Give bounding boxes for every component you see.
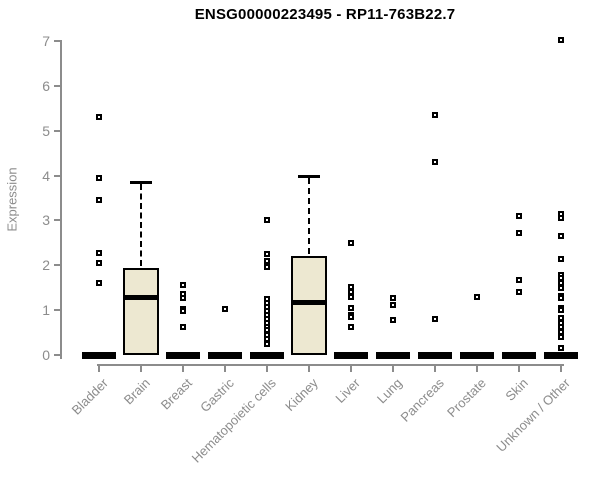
- outlier-point: [96, 114, 102, 120]
- outlier-point: [348, 240, 354, 246]
- y-axis-tick-label: 3: [42, 212, 50, 228]
- box: [123, 268, 159, 355]
- collapsed-box-bar: [82, 352, 116, 359]
- outlier-point: [558, 295, 564, 301]
- whisker-cap: [298, 175, 320, 178]
- whisker-line: [140, 184, 142, 266]
- outlier-point: [96, 250, 102, 256]
- y-axis-tick-label: 1: [42, 302, 50, 318]
- x-axis-tick: [560, 366, 562, 372]
- outlier-point: [516, 230, 522, 236]
- outlier-point: [348, 324, 354, 330]
- outlier-point: [516, 277, 522, 283]
- collapsed-box-bar: [208, 352, 242, 359]
- outlier-point: [558, 215, 564, 221]
- outlier-point: [390, 295, 396, 301]
- y-axis-label: Expression: [4, 167, 20, 232]
- outlier-point: [264, 251, 270, 257]
- y-axis-line: [60, 40, 62, 359]
- outlier-point: [390, 317, 396, 323]
- outlier-point: [558, 37, 564, 43]
- x-axis-tick: [182, 366, 184, 372]
- outlier-point: [348, 294, 354, 300]
- outlier-point: [180, 308, 186, 314]
- outlier-point: [348, 305, 354, 311]
- x-axis-tick: [392, 366, 394, 372]
- y-axis-tick-label: 5: [42, 123, 50, 139]
- outlier-point: [558, 285, 564, 291]
- collapsed-box-bar: [376, 352, 410, 359]
- y-axis-tick: [54, 354, 60, 356]
- outlier-point: [390, 302, 396, 308]
- outlier-point: [96, 197, 102, 203]
- whisker-cap: [130, 181, 152, 184]
- median-line: [123, 295, 159, 300]
- outlier-point: [558, 307, 564, 313]
- outlier-point: [474, 294, 480, 300]
- outlier-point: [348, 314, 354, 320]
- outlier-point: [264, 264, 270, 270]
- x-axis-tick: [518, 366, 520, 372]
- collapsed-box-bar: [502, 352, 536, 359]
- x-axis-tick: [140, 366, 142, 372]
- x-axis-line: [97, 364, 564, 366]
- outlier-point: [432, 159, 438, 165]
- outlier-point: [96, 280, 102, 286]
- outlier-point: [432, 316, 438, 322]
- collapsed-box-bar: [334, 352, 368, 359]
- box: [291, 256, 327, 355]
- outlier-point: [264, 217, 270, 223]
- outlier-point: [516, 289, 522, 295]
- outlier-point: [180, 295, 186, 301]
- x-axis-tick: [476, 366, 478, 372]
- y-axis-tick-label: 0: [42, 347, 50, 363]
- collapsed-box-bar: [544, 352, 578, 359]
- whisker-line: [308, 178, 310, 254]
- y-axis-tick: [54, 264, 60, 266]
- outlier-point: [180, 282, 186, 288]
- y-axis-tick: [54, 130, 60, 132]
- y-axis-tick: [54, 175, 60, 177]
- x-axis-tick: [224, 366, 226, 372]
- x-axis-tick: [98, 366, 100, 372]
- outlier-point: [222, 306, 228, 312]
- x-axis-tick: [434, 366, 436, 372]
- outlier-point: [96, 175, 102, 181]
- outlier-point: [264, 258, 270, 264]
- y-axis-tick: [54, 219, 60, 221]
- y-axis-tick-label: 7: [42, 33, 50, 49]
- outlier-point: [96, 260, 102, 266]
- median-line: [291, 300, 327, 305]
- x-axis-tick: [350, 366, 352, 372]
- outlier-point: [558, 334, 564, 340]
- y-axis-tick-label: 4: [42, 168, 50, 184]
- outlier-point: [558, 233, 564, 239]
- y-axis-tick-label: 6: [42, 78, 50, 94]
- outlier-point: [558, 345, 564, 351]
- outlier-point: [432, 112, 438, 118]
- y-axis-tick: [54, 309, 60, 311]
- outlier-point: [516, 213, 522, 219]
- y-axis-tick: [54, 40, 60, 42]
- chart-title: ENSG00000223495 - RP11-763B22.7: [194, 6, 456, 23]
- collapsed-box-bar: [166, 352, 200, 359]
- outlier-point: [264, 341, 270, 347]
- outlier-point: [180, 324, 186, 330]
- collapsed-box-bar: [250, 352, 284, 359]
- collapsed-box-bar: [460, 352, 494, 359]
- outlier-point: [558, 256, 564, 262]
- y-axis-tick-label: 2: [42, 257, 50, 273]
- x-axis-tick: [266, 366, 268, 372]
- collapsed-box-bar: [418, 352, 452, 359]
- x-axis-tick: [308, 366, 310, 372]
- y-axis-tick: [54, 85, 60, 87]
